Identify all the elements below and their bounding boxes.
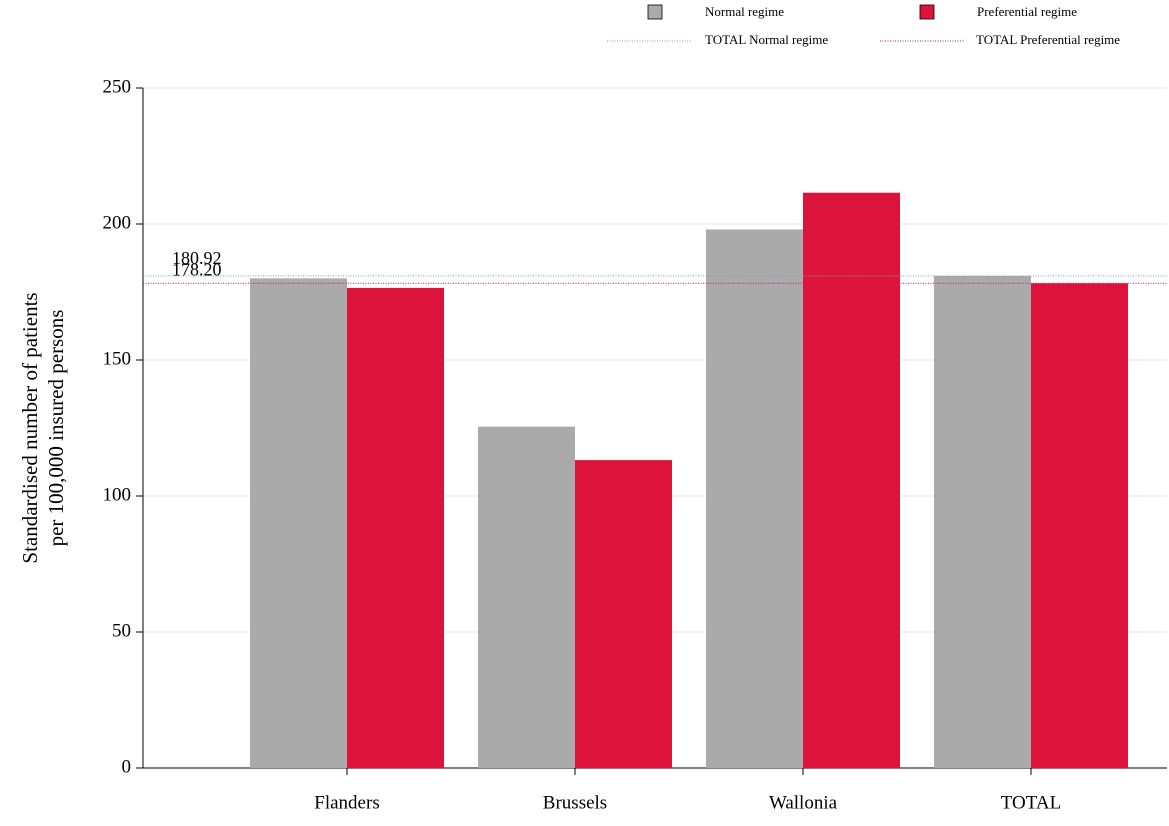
y-axis-label: per 100,000 insured persons <box>44 310 68 547</box>
legend-label: TOTAL Preferential regime <box>976 32 1120 47</box>
reference-label: 178.20 <box>172 259 222 279</box>
bar <box>803 192 900 769</box>
bar <box>706 229 803 768</box>
bar <box>250 278 347 768</box>
bar <box>478 426 575 768</box>
x-tick-label: TOTAL <box>1001 792 1061 813</box>
legend-label: Normal regime <box>705 4 784 19</box>
y-tick-label: 150 <box>103 348 132 369</box>
y-axis-label: Standardised number of patients <box>18 292 42 563</box>
reference-label: 180.92 <box>172 248 222 268</box>
x-tick-label: Wallonia <box>769 792 838 813</box>
y-tick-label: 0 <box>122 756 132 777</box>
legend-label: TOTAL Normal regime <box>705 32 828 47</box>
y-tick-label: 250 <box>103 76 132 97</box>
x-tick-label: Brussels <box>543 792 607 813</box>
bar <box>575 460 672 768</box>
x-tick-label: Flanders <box>314 792 379 813</box>
bar <box>1031 283 1128 768</box>
legend-label: Preferential regime <box>977 4 1077 19</box>
legend-swatch <box>647 4 663 20</box>
bar <box>934 275 1031 768</box>
bar <box>347 287 444 768</box>
y-tick-label: 200 <box>103 212 132 233</box>
y-tick-label: 100 <box>103 484 132 505</box>
legend-swatch <box>919 4 935 20</box>
y-tick-label: 50 <box>112 620 131 641</box>
